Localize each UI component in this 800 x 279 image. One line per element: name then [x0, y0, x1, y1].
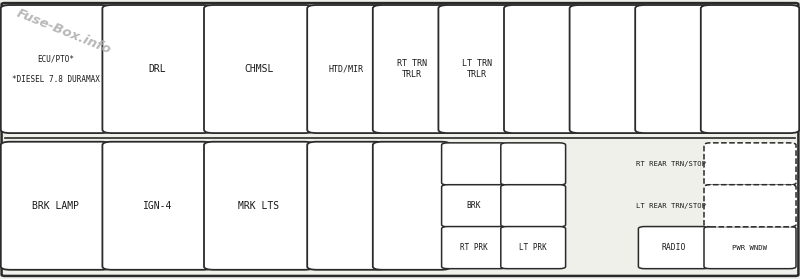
Text: IGN-4: IGN-4 [142, 201, 172, 211]
FancyBboxPatch shape [704, 143, 796, 185]
FancyBboxPatch shape [307, 5, 385, 133]
FancyBboxPatch shape [704, 185, 796, 227]
Text: RT PRK: RT PRK [460, 243, 488, 252]
FancyBboxPatch shape [204, 142, 314, 270]
Text: BRK: BRK [466, 201, 482, 210]
Text: CHMSL: CHMSL [244, 64, 274, 74]
FancyBboxPatch shape [638, 227, 710, 269]
FancyBboxPatch shape [102, 5, 212, 133]
Text: LT PRK: LT PRK [519, 243, 547, 252]
Text: PWR WNDW: PWR WNDW [733, 245, 767, 251]
FancyBboxPatch shape [501, 227, 566, 269]
FancyBboxPatch shape [102, 142, 212, 270]
FancyBboxPatch shape [442, 143, 506, 185]
Text: LT REAR TRN/STOP: LT REAR TRN/STOP [636, 203, 706, 209]
Text: RT TRN
TRLR: RT TRN TRLR [397, 59, 426, 79]
FancyBboxPatch shape [501, 185, 566, 227]
FancyBboxPatch shape [704, 227, 796, 269]
FancyBboxPatch shape [442, 227, 506, 269]
FancyBboxPatch shape [1, 5, 110, 133]
FancyBboxPatch shape [373, 5, 450, 133]
FancyBboxPatch shape [442, 185, 506, 227]
Text: RT REAR TRN/STOP: RT REAR TRN/STOP [636, 161, 706, 167]
FancyBboxPatch shape [501, 143, 566, 185]
Text: Fuse-Box.info: Fuse-Box.info [14, 7, 113, 57]
Text: ECU/PTO*

*DIESEL 7.8 DURAMAX: ECU/PTO* *DIESEL 7.8 DURAMAX [12, 54, 99, 84]
FancyBboxPatch shape [570, 5, 647, 133]
FancyBboxPatch shape [701, 5, 799, 133]
Text: RADIO: RADIO [662, 243, 686, 252]
Text: HTD/MIR: HTD/MIR [329, 64, 363, 74]
FancyBboxPatch shape [307, 142, 385, 270]
FancyBboxPatch shape [2, 3, 798, 276]
FancyBboxPatch shape [1, 142, 110, 270]
FancyBboxPatch shape [504, 5, 582, 133]
Text: DRL: DRL [148, 64, 166, 74]
Text: MRK LTS: MRK LTS [238, 201, 279, 211]
FancyBboxPatch shape [204, 5, 314, 133]
Text: LT TRN
TRLR: LT TRN TRLR [462, 59, 492, 79]
FancyBboxPatch shape [373, 142, 450, 270]
FancyBboxPatch shape [438, 5, 516, 133]
Text: BRK LAMP: BRK LAMP [32, 201, 79, 211]
FancyBboxPatch shape [635, 5, 713, 133]
